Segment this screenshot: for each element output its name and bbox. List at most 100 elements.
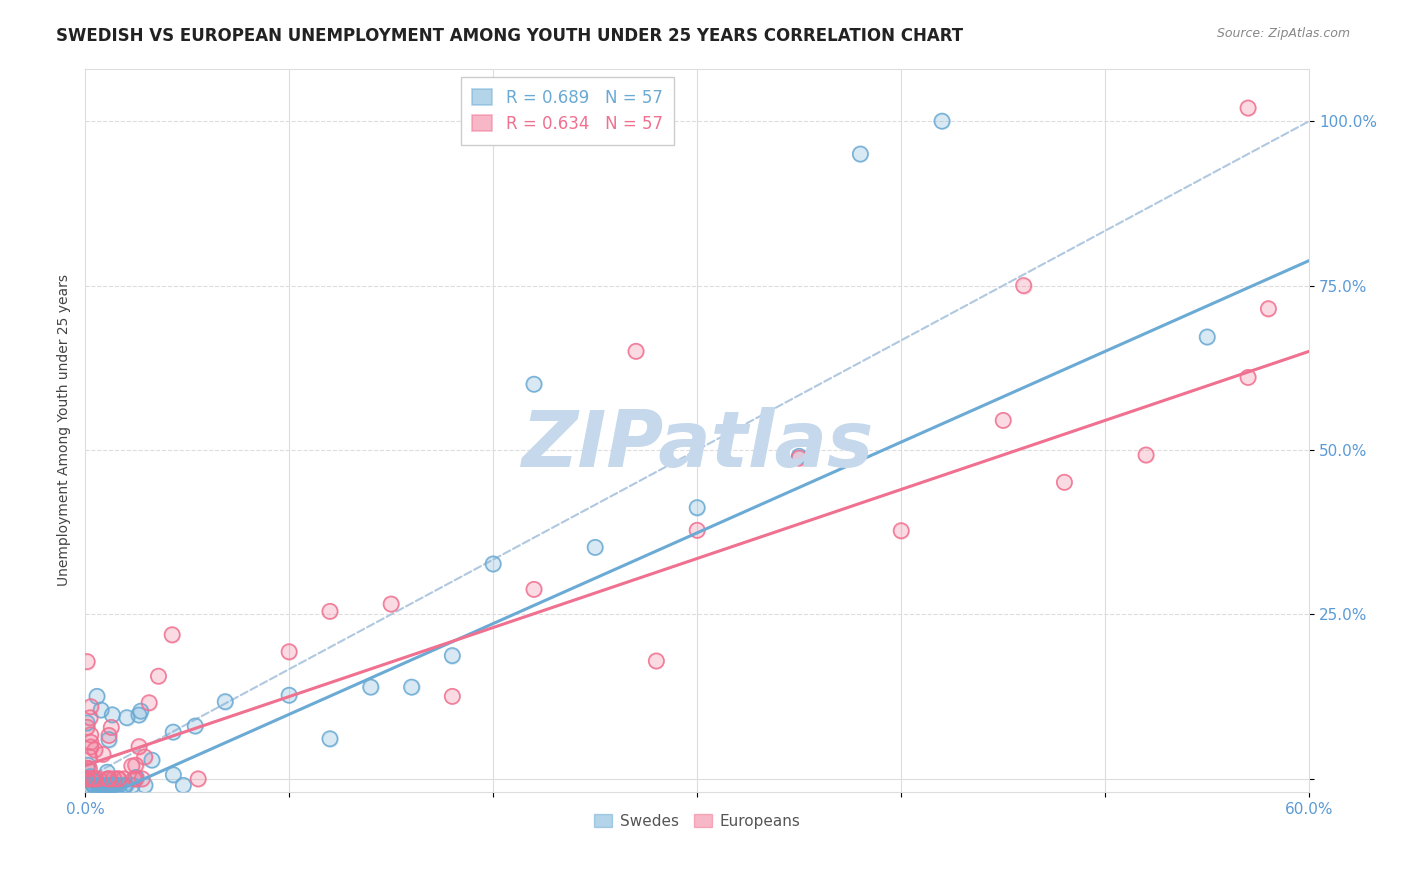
Point bbox=[76, 761, 98, 775]
Point bbox=[129, 704, 152, 718]
Point bbox=[172, 778, 194, 792]
Point bbox=[79, 770, 101, 784]
Point bbox=[96, 778, 118, 792]
Point bbox=[103, 778, 125, 792]
Point bbox=[76, 720, 98, 734]
Point bbox=[107, 772, 129, 786]
Point bbox=[90, 703, 112, 717]
Point bbox=[79, 770, 101, 784]
Point bbox=[1237, 370, 1260, 384]
Point bbox=[91, 778, 114, 792]
Point bbox=[82, 778, 104, 792]
Point bbox=[583, 541, 606, 555]
Point bbox=[124, 758, 146, 772]
Point bbox=[96, 778, 118, 792]
Point bbox=[360, 680, 382, 694]
Point bbox=[76, 772, 98, 786]
Point bbox=[76, 720, 98, 734]
Point bbox=[401, 680, 423, 694]
Point bbox=[131, 772, 153, 786]
Point bbox=[97, 729, 120, 743]
Point bbox=[523, 582, 546, 597]
Point bbox=[83, 743, 105, 757]
Point bbox=[77, 778, 100, 792]
Point bbox=[128, 739, 150, 754]
Text: Source: ZipAtlas.com: Source: ZipAtlas.com bbox=[1216, 27, 1350, 40]
Point bbox=[91, 778, 114, 792]
Point bbox=[103, 772, 125, 786]
Point bbox=[115, 710, 138, 724]
Point bbox=[112, 778, 135, 792]
Point bbox=[82, 772, 104, 786]
Point bbox=[76, 655, 98, 669]
Point bbox=[931, 114, 953, 128]
Point bbox=[1197, 330, 1219, 344]
Text: SWEDISH VS EUROPEAN UNEMPLOYMENT AMONG YOUTH UNDER 25 YEARS CORRELATION CHART: SWEDISH VS EUROPEAN UNEMPLOYMENT AMONG Y… bbox=[56, 27, 963, 45]
Y-axis label: Unemployment Among Youth under 25 years: Unemployment Among Youth under 25 years bbox=[58, 274, 72, 586]
Point bbox=[96, 765, 118, 780]
Point bbox=[82, 772, 104, 786]
Point bbox=[80, 772, 103, 786]
Point bbox=[162, 725, 184, 739]
Point bbox=[98, 778, 121, 792]
Point bbox=[97, 772, 120, 786]
Point bbox=[380, 597, 402, 611]
Point bbox=[645, 654, 668, 668]
Point bbox=[114, 778, 136, 792]
Point bbox=[162, 768, 184, 782]
Point bbox=[686, 523, 709, 537]
Point bbox=[83, 778, 105, 792]
Point bbox=[112, 772, 135, 786]
Point bbox=[162, 725, 184, 739]
Point bbox=[82, 778, 104, 792]
Point bbox=[121, 778, 143, 792]
Point bbox=[80, 699, 103, 714]
Point bbox=[107, 778, 129, 792]
Point bbox=[131, 772, 153, 786]
Point bbox=[80, 739, 103, 754]
Point bbox=[77, 778, 100, 792]
Point bbox=[97, 772, 120, 786]
Point bbox=[645, 654, 668, 668]
Point bbox=[128, 739, 150, 754]
Point bbox=[124, 772, 146, 786]
Point bbox=[1237, 101, 1260, 115]
Point bbox=[76, 772, 98, 786]
Point bbox=[82, 772, 104, 786]
Point bbox=[79, 711, 101, 725]
Point bbox=[124, 758, 146, 772]
Point bbox=[91, 778, 114, 792]
Point bbox=[97, 778, 120, 792]
Point bbox=[79, 711, 101, 725]
Point bbox=[121, 759, 143, 773]
Point bbox=[360, 680, 382, 694]
Point bbox=[114, 778, 136, 792]
Point bbox=[98, 778, 121, 792]
Point bbox=[112, 778, 135, 792]
Point bbox=[125, 771, 148, 785]
Point bbox=[278, 645, 301, 659]
Legend: Swedes, Europeans: Swedes, Europeans bbox=[588, 807, 807, 835]
Point bbox=[107, 772, 129, 786]
Point bbox=[107, 772, 129, 786]
Point bbox=[76, 758, 98, 772]
Point bbox=[1257, 301, 1279, 316]
Point bbox=[98, 772, 121, 786]
Point bbox=[686, 500, 709, 515]
Point bbox=[278, 688, 301, 702]
Point bbox=[1012, 278, 1035, 293]
Point bbox=[86, 690, 108, 704]
Point bbox=[91, 778, 114, 792]
Point bbox=[103, 778, 125, 792]
Point bbox=[380, 597, 402, 611]
Point bbox=[96, 778, 118, 792]
Point bbox=[890, 524, 912, 538]
Point bbox=[115, 710, 138, 724]
Point bbox=[79, 728, 101, 742]
Point bbox=[849, 147, 872, 161]
Point bbox=[141, 753, 163, 767]
Point bbox=[401, 680, 423, 694]
Point bbox=[128, 708, 150, 723]
Point bbox=[76, 778, 98, 792]
Point bbox=[101, 707, 124, 722]
